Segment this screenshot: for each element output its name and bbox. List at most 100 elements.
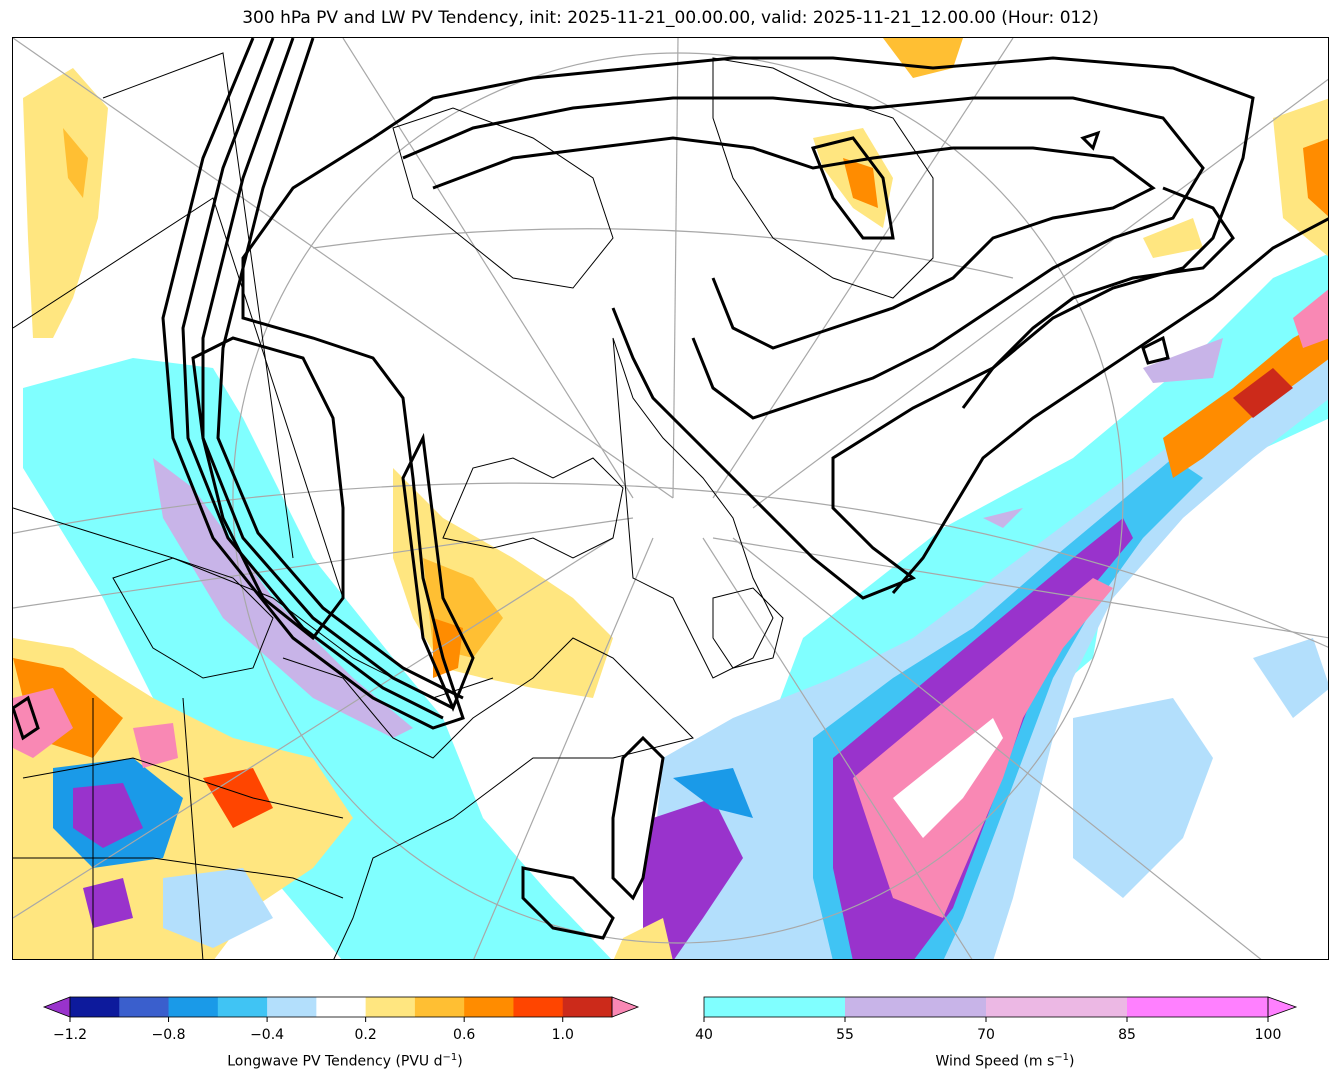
pv-colorbar-tick-label: −0.4 (250, 1027, 284, 1043)
pv-contour-hudson (401, 432, 475, 712)
pv-contour-small-1 (1141, 335, 1170, 365)
pv-tendency-label-text: Longwave PV Tendency (PVU d (227, 1053, 443, 1070)
pv-colorbar-swatch (365, 997, 416, 1017)
coast-arctic-islands (392, 107, 614, 289)
pv-noise-band-pink-ne (1293, 289, 1328, 348)
pv-colorbar-over-extension (611, 996, 640, 1018)
pv-noise-sw-lightblue (163, 868, 273, 948)
meridian-9 (702, 537, 973, 959)
pv-noise-far-east-lightblue (1073, 698, 1213, 898)
pv-noise-east-blue (673, 768, 753, 818)
pv-positive-ne-2 (1303, 138, 1328, 217)
pv-contour-trough-4 (216, 38, 464, 700)
pv-contour-small-2 (1080, 130, 1101, 151)
meridian-1 (13, 38, 674, 499)
pv-colorbar-swatch (168, 997, 219, 1017)
border-us-states-2 (13, 857, 344, 899)
wind-colorbar-over-extension (1267, 996, 1298, 1018)
coast-great-lakes (112, 557, 274, 679)
coast-greenland (712, 57, 934, 299)
pv-positive-top (883, 38, 963, 78)
pv-colorbar-swatch (119, 997, 170, 1017)
meridian-5 (752, 78, 1328, 509)
pv-tendency-colorbar: −1.2 −0.8 −0.4 0.2 0.6 1.0 Longwave PV Tenden… (30, 990, 660, 1070)
map-panel (12, 37, 1329, 960)
pv-positive-nw-2 (63, 128, 88, 198)
pv-colorbar-under-extension (42, 996, 71, 1018)
pv-noise-east-yellow (613, 918, 673, 959)
chart-title: 300 hPa PV and LW PV Tendency, init: 202… (242, 8, 1099, 28)
jet-core-east-lavender-2 (983, 508, 1023, 528)
wind-speed-colorbar: 40 55 70 85 100 Wind Speed (m s−1) (690, 990, 1320, 1070)
meridian-2 (342, 38, 634, 499)
meridian-11 (13, 537, 614, 919)
wind-speed-colorbar-label: Wind Speed (m s−1) (690, 1052, 1320, 1070)
wind-colorbar-swatch (704, 997, 846, 1017)
pv-contour-north-1 (372, 56, 1255, 600)
pv-colorbar-swatch (562, 997, 613, 1017)
wind-colorbar-tick-label: 55 (836, 1027, 854, 1043)
pv-contour-trough-1 (161, 38, 465, 730)
pv-contour-east-1 (891, 217, 1328, 594)
pv-colorbar-tick-label: 1.0 (552, 1027, 574, 1043)
pv-tendency-shading (13, 38, 1328, 959)
wind-speed-label-sup: −1 (1054, 1052, 1070, 1063)
pv-noise-sw-pink-2 (133, 723, 178, 768)
pv-contour-trough-3 (201, 38, 454, 710)
pv-colorbar-outline (69, 996, 613, 1018)
wind-speed-label-end: ) (1069, 1053, 1075, 1070)
jet-core-east-lavender (1143, 338, 1223, 383)
pv-colorbar-swatch (70, 997, 120, 1017)
wind-speed-colorbar-svg: 40 55 70 85 100 (695, 996, 1298, 1043)
pv-noise-band-white (893, 718, 1003, 838)
pv-positive-center-3 (433, 618, 463, 678)
pv-contour-greenland-lobe (810, 136, 895, 240)
pv-noise-sw-purple (73, 783, 143, 848)
pv-tendency-colorbar-label: Longwave PV Tendency (PVU d−1) (30, 1052, 660, 1070)
meridian-6 (712, 537, 1328, 639)
wind-speed-label-text: Wind Speed (m s (935, 1053, 1055, 1070)
meridian-7 (13, 517, 634, 609)
wind-colorbar-tick-label: 85 (1118, 1027, 1136, 1043)
wind-colorbar-tick-label: 100 (1255, 1027, 1282, 1043)
meridian-3 (672, 38, 679, 499)
border-canada-us (13, 507, 494, 699)
pv-noise-far-east-lightblue-2 (1253, 638, 1328, 718)
pv-positive-ne (1273, 98, 1328, 257)
pv-contour-sw-closed (13, 695, 40, 741)
pv-contours (13, 38, 1328, 940)
wind-colorbar-swatch (845, 997, 987, 1017)
wind-colorbar-tick-label: 70 (977, 1027, 995, 1043)
latitude-circle-outer (13, 482, 1328, 648)
wind-colorbar-swatch (986, 997, 1128, 1017)
jet-core-lavender (153, 458, 413, 738)
pv-contour-atlantic-closed (611, 735, 665, 901)
border-us-states-1 (22, 757, 344, 819)
coastlines (13, 52, 934, 959)
pv-colorbar-swatch (513, 997, 564, 1017)
pv-contour-north-3 (432, 136, 1156, 350)
pv-contour-inner-lobe (191, 336, 345, 641)
pv-noise-sw-purple-2 (83, 878, 133, 928)
pv-colorbar-tick-label: −1.2 (53, 1027, 87, 1043)
pv-tendency-label-end: ) (457, 1053, 463, 1070)
coast-newfoundland (712, 587, 784, 669)
pv-tendency-label-sup: −1 (442, 1052, 458, 1063)
graticule (13, 38, 1328, 959)
pv-colorbar-tick-label: −0.8 (152, 1027, 186, 1043)
pv-noise-sw-red (203, 768, 273, 828)
pv-colorbar-swatch (267, 997, 317, 1017)
pv-contour-trough-2 (181, 38, 444, 720)
pv-colorbar-swatch (316, 997, 367, 1017)
pv-positive-north-2 (843, 158, 878, 208)
pv-tendency-colorbar-svg: −1.2 −0.8 −0.4 0.2 0.6 1.0 (42, 996, 640, 1043)
border-us-states-4 (182, 697, 204, 959)
pv-contour-north-2 (402, 96, 1205, 420)
wind-colorbar-tick-label: 40 (695, 1027, 713, 1043)
pv-noise-east-purple (643, 798, 743, 959)
pv-colorbar-tick-label: 0.6 (453, 1027, 475, 1043)
pv-colorbar-tick-label: 0.2 (355, 1027, 377, 1043)
coast-hudson-bay (442, 457, 624, 559)
pv-positive-e (1143, 218, 1203, 258)
pv-colorbar-swatch (217, 997, 268, 1017)
